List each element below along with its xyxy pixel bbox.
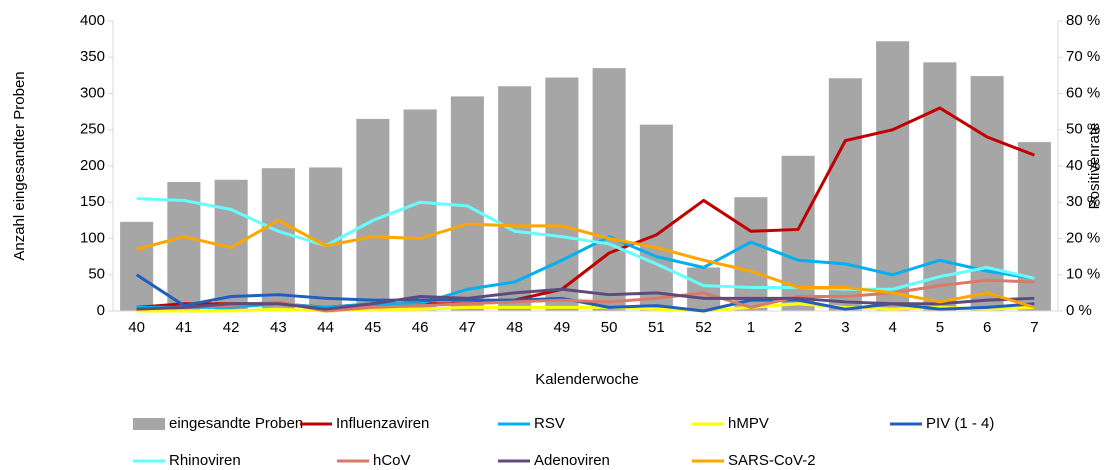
bar <box>828 78 862 312</box>
legend-label: hCoV <box>373 452 411 469</box>
x-tick-label: 47 <box>459 319 476 336</box>
y2-tick-label: 60 % <box>1066 84 1100 101</box>
bar <box>403 109 437 311</box>
bar <box>923 62 957 312</box>
x-tick-label: 51 <box>648 319 665 336</box>
x-tick-label: 49 <box>554 319 571 336</box>
y-tick-label: 0 <box>97 302 105 319</box>
x-tick-label: 6 <box>983 319 991 336</box>
x-tick-label: 1 <box>747 319 755 336</box>
y2-tick-label: 0 % <box>1066 302 1092 319</box>
x-tick-label: 5 <box>936 319 944 336</box>
bar <box>876 41 910 312</box>
y-tick-label: 300 <box>80 84 105 101</box>
y-tick-label: 400 <box>80 12 105 29</box>
x-axis-title: Kalenderwoche <box>535 371 638 388</box>
legend-label: Rhinoviren <box>169 452 241 469</box>
y2-tick-label: 10 % <box>1066 266 1100 283</box>
series-line <box>136 197 1035 291</box>
bar <box>639 124 673 311</box>
y-tick-label: 50 <box>88 266 105 283</box>
x-tick-label: 4 <box>888 319 896 336</box>
series-line <box>136 218 1035 309</box>
series-line <box>136 287 1035 311</box>
y-tick-label: 200 <box>80 157 105 174</box>
y2-tick-label: 40 % <box>1066 157 1100 174</box>
y-tick-label: 250 <box>80 121 105 138</box>
legend-label: Influenzaviren <box>336 415 429 432</box>
x-tick-label: 7 <box>1030 319 1038 336</box>
legend-label: Adenoviren <box>534 452 610 469</box>
legend-label: RSV <box>534 415 565 432</box>
x-tick-label: 44 <box>317 319 334 336</box>
legend-label: SARS-CoV-2 <box>728 452 816 469</box>
x-tick-label: 2 <box>794 319 802 336</box>
y-tick-label: 350 <box>80 48 105 65</box>
bar <box>261 168 295 311</box>
bar <box>120 221 154 311</box>
x-tick-label: 42 <box>223 319 240 336</box>
x-tick-label: 50 <box>601 319 618 336</box>
bar <box>498 86 532 311</box>
legend-label: PIV (1 - 4) <box>926 415 994 432</box>
y2-axis-title: Positivenrate <box>1086 123 1103 210</box>
legend-label: hMPV <box>728 415 769 432</box>
x-tick-label: 45 <box>365 319 382 336</box>
x-tick-label: 41 <box>176 319 193 336</box>
x-tick-label: 43 <box>270 319 287 336</box>
y2-tick-label: 80 % <box>1066 12 1100 29</box>
legend-label: eingesandte Proben <box>169 415 303 432</box>
y-tick-label: 150 <box>80 193 105 210</box>
x-tick-label: 52 <box>695 319 712 336</box>
bar <box>687 267 721 311</box>
bar <box>734 197 768 311</box>
bar <box>545 77 579 311</box>
legend-swatch <box>133 418 165 430</box>
x-tick-label: 3 <box>841 319 849 336</box>
bar <box>592 68 626 311</box>
x-tick-label: 46 <box>412 319 429 336</box>
x-tick-label: 40 <box>128 319 145 336</box>
x-tick-label: 48 <box>506 319 523 336</box>
series-line <box>136 302 1035 313</box>
bar <box>970 76 1004 311</box>
y2-tick-label: 30 % <box>1066 193 1100 210</box>
y2-tick-label: 50 % <box>1066 121 1100 138</box>
y2-tick-label: 20 % <box>1066 229 1100 246</box>
bar <box>1017 142 1051 311</box>
y-tick-label: 100 <box>80 229 105 246</box>
y2-tick-label: 70 % <box>1066 48 1100 65</box>
y-axis-title: Anzahl eingesandter Proben <box>11 71 28 260</box>
